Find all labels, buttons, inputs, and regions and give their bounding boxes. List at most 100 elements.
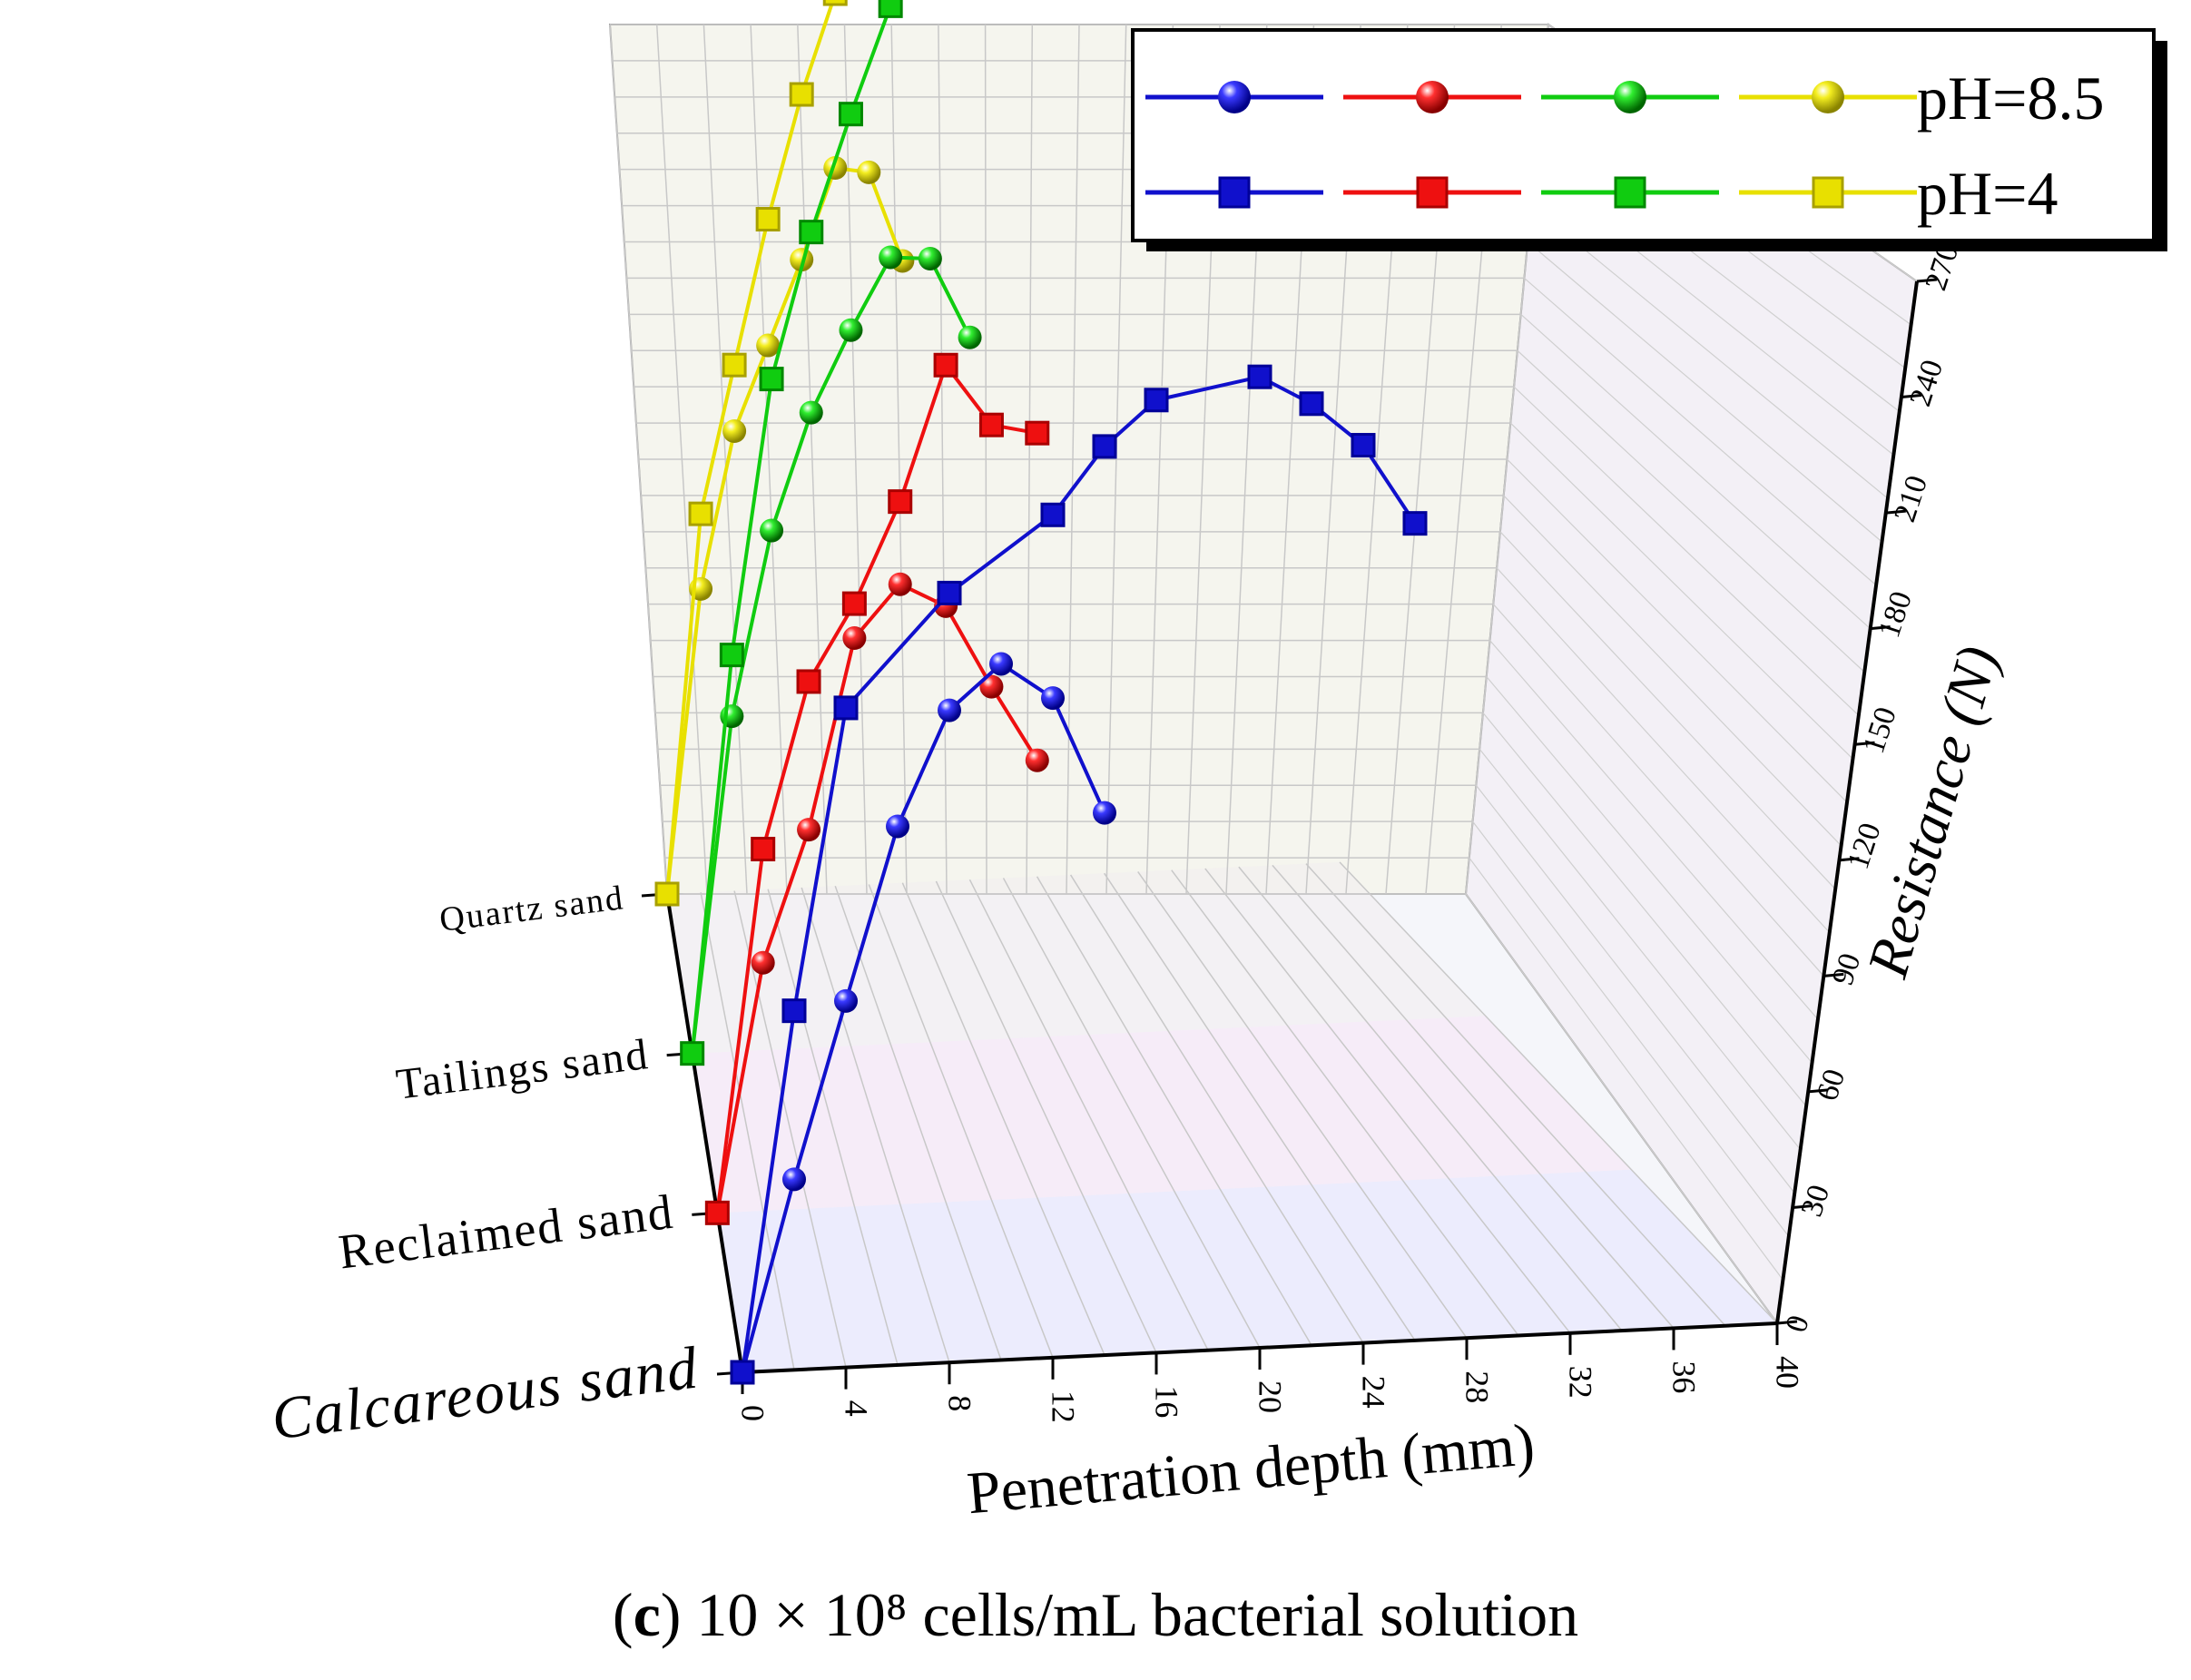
x-tick-label: 4 — [839, 1400, 875, 1417]
floor-band — [692, 1016, 1632, 1213]
data-point-sphere — [857, 160, 881, 184]
side-grid-line — [1509, 422, 1853, 760]
floor-grid-line — [1171, 869, 1519, 1336]
data-point-sphere — [938, 698, 961, 722]
floor-grid-line — [1002, 878, 1261, 1349]
x-axis-title: Penetration depth (mm) — [965, 1411, 1538, 1527]
grid-lines — [609, 24, 1918, 1373]
floor-grid-line — [801, 887, 950, 1363]
data-point-square — [680, 1041, 705, 1066]
floor-grid-line — [1339, 861, 1778, 1324]
data-point-sphere — [797, 818, 821, 842]
x-tick-label: 16 — [1149, 1385, 1185, 1418]
z-axis-line — [1775, 280, 1919, 1324]
x-tick-label: 40 — [1770, 1356, 1806, 1389]
data-point-sphere — [722, 419, 747, 444]
floor-grid-line — [1305, 863, 1726, 1327]
floor-grid-line — [968, 879, 1209, 1351]
floor-grid-line — [767, 889, 899, 1366]
floor-grid-line — [1104, 872, 1416, 1341]
z-axis-title: Resistance (N) — [1854, 639, 2010, 985]
data-point-sphere — [834, 988, 858, 1013]
data-point-square — [781, 998, 807, 1024]
z-tick-label: 120 — [1842, 819, 1888, 873]
side-grid-line — [1489, 640, 1819, 1020]
side-grid-line — [1486, 676, 1813, 1064]
z-tick-label: 0 — [1779, 1312, 1815, 1337]
x-tick-label: 12 — [1046, 1390, 1082, 1423]
x-tick-label: 0 — [735, 1405, 771, 1421]
y-category-label: Quartz sand — [437, 879, 626, 939]
series-line — [665, 0, 836, 895]
floor-grid-line — [1238, 866, 1623, 1331]
side-grid-line — [1530, 205, 1889, 499]
caption-letter: c — [633, 1580, 661, 1649]
z-tick-label: 180 — [1872, 587, 1919, 642]
series-tailings-sand-ph4 — [680, 0, 903, 1066]
series-quartz-sand-ph4 — [654, 0, 848, 907]
series-reclaimed-sand-ph4 — [704, 352, 1050, 1225]
floor-grid-line — [1137, 870, 1468, 1339]
data-point-sphere — [1041, 686, 1065, 711]
data-point-square — [688, 501, 713, 526]
side-grid-line — [1499, 531, 1836, 890]
data-point-square — [654, 881, 680, 907]
side-grid-line — [1524, 277, 1877, 586]
data-point-square — [878, 0, 903, 18]
data-point-square — [722, 352, 747, 378]
z-tick-label: 210 — [1888, 472, 1934, 526]
side-grid-line — [1513, 386, 1860, 716]
y-category-label: Reclaimed sand — [336, 1184, 677, 1280]
legend-marker-square — [1218, 176, 1251, 209]
data-point-square — [822, 0, 848, 6]
x-tick-label: 8 — [942, 1395, 978, 1411]
data-point-square — [1025, 420, 1050, 446]
z-tick-label: 60 — [1811, 1066, 1852, 1105]
legend-label: pH=8.5 — [1917, 64, 2104, 133]
legend-marker-sphere — [1218, 81, 1251, 113]
floor-grid-line — [1036, 876, 1312, 1346]
data-point-sphere — [879, 245, 903, 270]
floor-grid-line — [1272, 864, 1675, 1329]
z-tick-mark — [1792, 1204, 1813, 1209]
data-point-square — [841, 591, 867, 616]
side-grid-line — [1496, 567, 1831, 933]
z-tick-mark — [1870, 625, 1891, 631]
floor-grid-line — [901, 882, 1105, 1356]
legend-marker-square — [1614, 176, 1646, 209]
side-grid-line — [1465, 893, 1778, 1324]
data-point-square — [1247, 364, 1272, 389]
z-tick-mark — [1776, 1320, 1798, 1325]
data-point-square — [755, 207, 781, 232]
data-point-sphere — [979, 674, 1004, 699]
z-tick-mark — [1808, 1088, 1829, 1094]
data-point-square — [1144, 388, 1169, 413]
data-point-square — [978, 412, 1004, 437]
z-tick-mark — [1901, 394, 1922, 399]
floor-band — [717, 1169, 1778, 1372]
figure-caption: (c) 10 × 10⁸ cells/mL bacterial solution — [612, 1580, 1579, 1649]
side-grid-line — [1492, 604, 1824, 977]
series-calcareous-sand-ph4 — [730, 364, 1428, 1385]
data-point-square — [704, 1200, 730, 1225]
legend-marker-sphere — [1812, 81, 1844, 113]
data-point-square — [719, 643, 744, 668]
data-point-square — [1402, 511, 1428, 536]
side-grid-line — [1527, 241, 1882, 543]
x-tick-label: 24 — [1356, 1376, 1392, 1409]
data-point-sphere — [756, 333, 781, 358]
chart-3d: 0 4 8 12 16 20 24 28 32 36 40 Penetration depth (mm… — [268, 0, 2167, 1527]
data-series — [654, 0, 1428, 1385]
legend-marker-sphere — [1416, 81, 1449, 113]
x-tick-label: 36 — [1666, 1361, 1703, 1393]
legend: pH=8.5 pH=4 — [1131, 28, 2167, 251]
floor-grid-line — [868, 884, 1054, 1359]
side-grid-line — [1482, 712, 1807, 1107]
floor-grid-line — [1204, 868, 1571, 1334]
data-point-sphere — [839, 318, 863, 342]
caption-text: 10 × 10⁸ cells/mL bacterial solution — [696, 1580, 1579, 1649]
legend-label: pH=4 — [1917, 159, 2058, 228]
data-point-square — [937, 580, 962, 605]
data-point-sphere — [842, 626, 867, 651]
side-grid-line — [1507, 458, 1848, 803]
